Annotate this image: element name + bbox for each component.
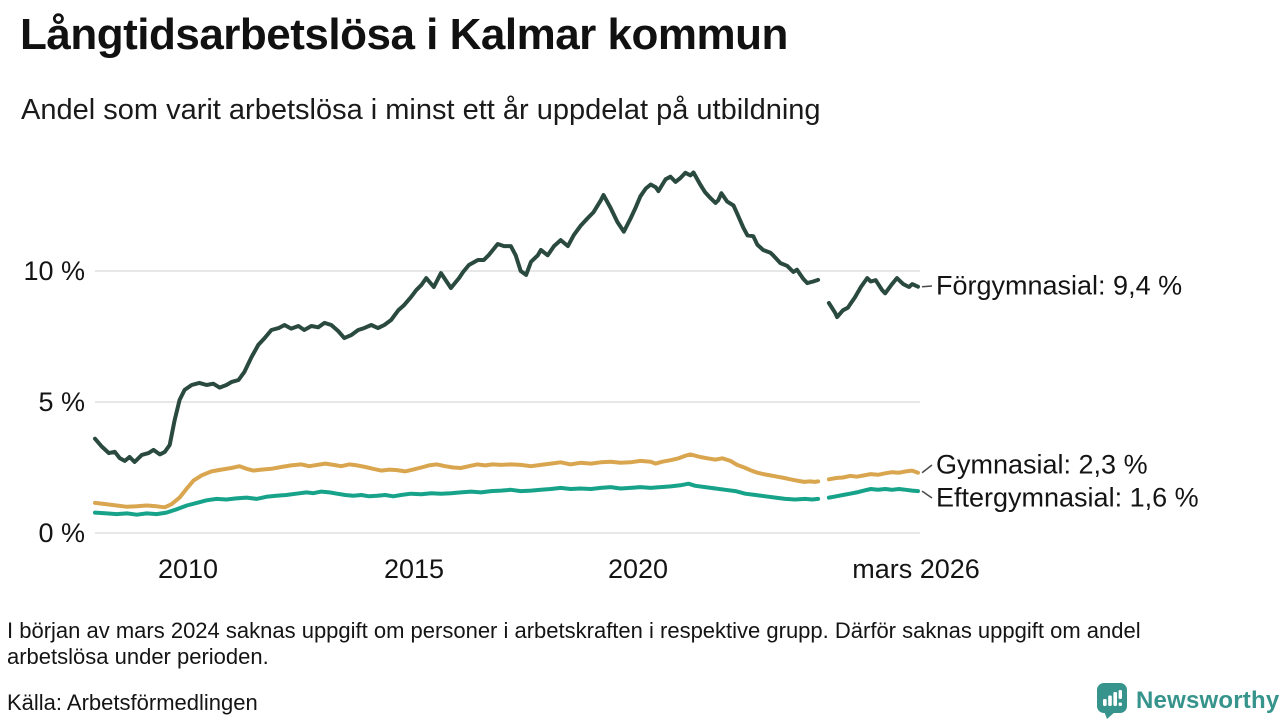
series-end-label-gymnasial: Gymnasial: 2,3 % [936, 449, 1148, 480]
source-label: Källa: Arbetsförmedlingen [7, 690, 258, 715]
series-end-label-forgymnasial: Förgymnasial: 9,4 % [936, 270, 1183, 301]
newsworthy-icon [1096, 682, 1128, 719]
label-connector [921, 285, 933, 288]
y-axis-label-10: 10 % [23, 256, 85, 286]
series-line-eftergymnasial [826, 487, 920, 500]
series-end-label-eftergymnasial: Eftergymnasial: 1,6 % [936, 482, 1199, 513]
x-axis-label-2010: 2010 [157, 554, 219, 584]
y-axis-label-5: 5 % [38, 387, 85, 417]
newsworthy-wordmark: Newsworthy [1136, 686, 1280, 714]
footnote: I början av mars 2024 saknas uppgift om … [7, 618, 1141, 669]
label-connector [921, 464, 933, 474]
series-line-förgymnasial [826, 276, 920, 320]
chart-subtitle: Andel som varit arbetslösa i minst ett å… [21, 94, 821, 126]
series-line-gymnasial [826, 468, 920, 482]
series-line-gymnasial [93, 452, 821, 510]
x-axis-label-2015: 2015 [383, 554, 445, 584]
y-axis-label-0: 0 % [38, 518, 85, 548]
newsworthy-logo: Newsworthy [1096, 682, 1279, 719]
page-title: Långtidsarbetslösa i Kalmar kommun [20, 10, 788, 59]
x-axis-label-mars-2026: mars 2026 [852, 554, 980, 584]
series-line-eftergymnasial [93, 481, 821, 517]
x-axis-label-2020: 2020 [607, 554, 669, 584]
series-line-förgymnasial [93, 170, 821, 464]
label-connector [921, 490, 933, 499]
